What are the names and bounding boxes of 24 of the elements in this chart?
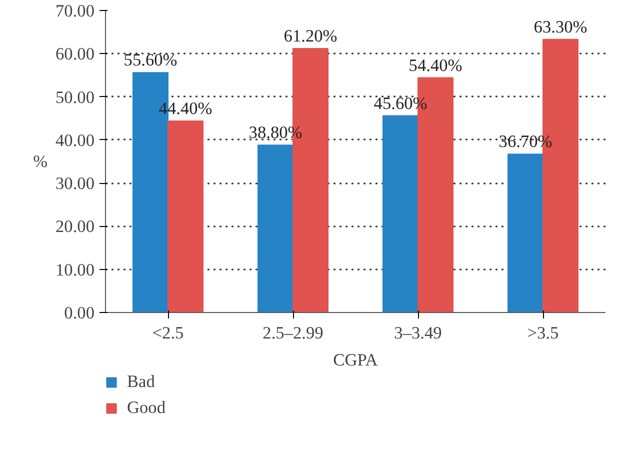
bar [168,120,204,312]
y-tick-label: 60.00 [56,44,95,64]
legend-label: Bad [127,372,155,392]
bar [508,154,544,312]
data-label: 55.60% [124,50,178,70]
x-tick-label: 2.5–2.99 [262,324,324,342]
x-tick-label: <2.5 [152,324,184,342]
y-tick-label: 30.00 [56,174,95,194]
legend-label: Good [127,398,166,418]
bar [258,144,294,312]
bar [382,115,418,312]
y-tick-label: 40.00 [56,130,95,150]
data-label: 61.20% [284,26,338,46]
y-tick-label: 70.00 [56,2,95,20]
data-label: 63.30% [534,17,588,36]
y-tick-label: 20.00 [56,217,95,236]
data-label: 54.40% [408,56,462,75]
x-tick-label: >3.5 [527,324,559,342]
y-tick-label: 50.00 [56,88,95,107]
y-tick-label: 10.00 [56,260,95,280]
y-axis-title: % [33,152,48,171]
x-tick-label: 3–3.49 [394,324,442,342]
x-axis-title: CGPA [333,350,378,370]
y-tick-label: 0.00 [64,304,95,322]
